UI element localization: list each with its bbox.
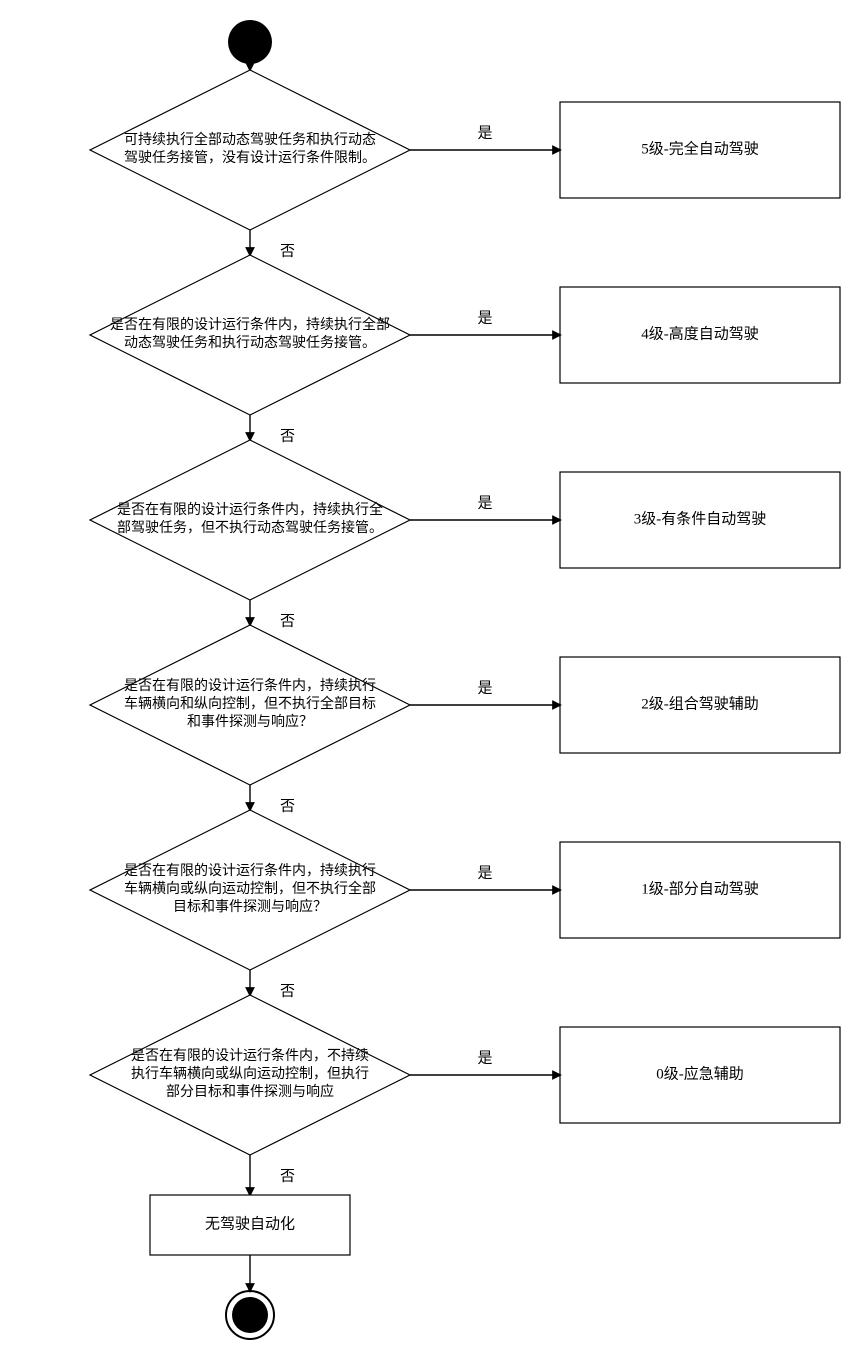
decision-text-1-line-0: 是否在有限的设计运行条件内，持续执行全部	[110, 316, 390, 333]
no-label-0: 否	[280, 243, 295, 259]
yes-label-5: 是	[477, 1050, 492, 1066]
decision-text-2-line-0: 是否在有限的设计运行条件内，持续执行全	[117, 501, 383, 518]
decision-text-2-line-1: 部驾驶任务，但不执行动态驾驶任务接管。	[117, 519, 383, 536]
result-label-0: 5级-完全自动驾驶	[641, 139, 759, 157]
result-label-1: 4级-高度自动驾驶	[641, 325, 759, 342]
decision-text-4-line-0: 是否在有限的设计运行条件内，持续执行	[124, 862, 376, 879]
result-label-5: 0级-应急辅助	[656, 1064, 744, 1082]
decision-text-3-line-2: 和事件探测与响应？	[187, 713, 313, 730]
decision-text-5-line-1: 执行车辆横向或纵向运动控制，但执行	[131, 1065, 369, 1082]
flowchart-canvas: 可持续执行全部动态驾驶任务和执行动态驾驶任务接管，没有设计运行条件限制。 5级-完…	[0, 0, 867, 1359]
start-node	[228, 20, 272, 64]
decision-text-4-line-2: 目标和事件探测与响应？	[173, 898, 327, 915]
decision-text-1-line-1: 动态驾驶任务和执行动态驾驶任务接管。	[124, 334, 376, 351]
decision-text-3-line-1: 车辆横向和纵向控制，但不执行全部目标	[124, 695, 376, 712]
result-label-4: 1级-部分自动驾驶	[641, 880, 759, 897]
result-label-3: 2级-组合驾驶辅助	[641, 695, 759, 712]
decision-node-1	[90, 255, 410, 415]
end-node-inner	[232, 1297, 268, 1333]
yes-label-1: 是	[477, 310, 492, 326]
decision-node-2	[90, 440, 410, 600]
no-label-3: 否	[280, 798, 295, 814]
decision-text-5-line-0: 是否在有限的设计运行条件内，不持续	[131, 1047, 369, 1064]
yes-label-0: 是	[477, 125, 492, 141]
decision-text-0-line-0: 可持续执行全部动态驾驶任务和执行动态	[124, 131, 376, 148]
decision-text-3-line-0: 是否在有限的设计运行条件内，持续执行	[124, 677, 376, 694]
decision-node-0	[90, 70, 410, 230]
decision-text-5-line-2: 部分目标和事件探测与响应	[166, 1083, 334, 1100]
decision-text-0-line-1: 驾驶任务接管，没有设计运行条件限制。	[124, 149, 376, 166]
yes-label-3: 是	[477, 680, 492, 696]
no-label-1: 否	[280, 428, 295, 444]
no-label-5: 否	[280, 1168, 295, 1184]
final-box-label: 无驾驶自动化	[205, 1215, 295, 1232]
no-label-4: 否	[280, 983, 295, 999]
decision-text-4-line-1: 车辆横向或纵向运动控制，但不执行全部	[124, 880, 376, 897]
yes-label-2: 是	[477, 495, 492, 511]
result-label-2: 3级-有条件自动驾驶	[634, 510, 767, 527]
no-label-2: 否	[280, 613, 295, 629]
yes-label-4: 是	[477, 865, 492, 881]
